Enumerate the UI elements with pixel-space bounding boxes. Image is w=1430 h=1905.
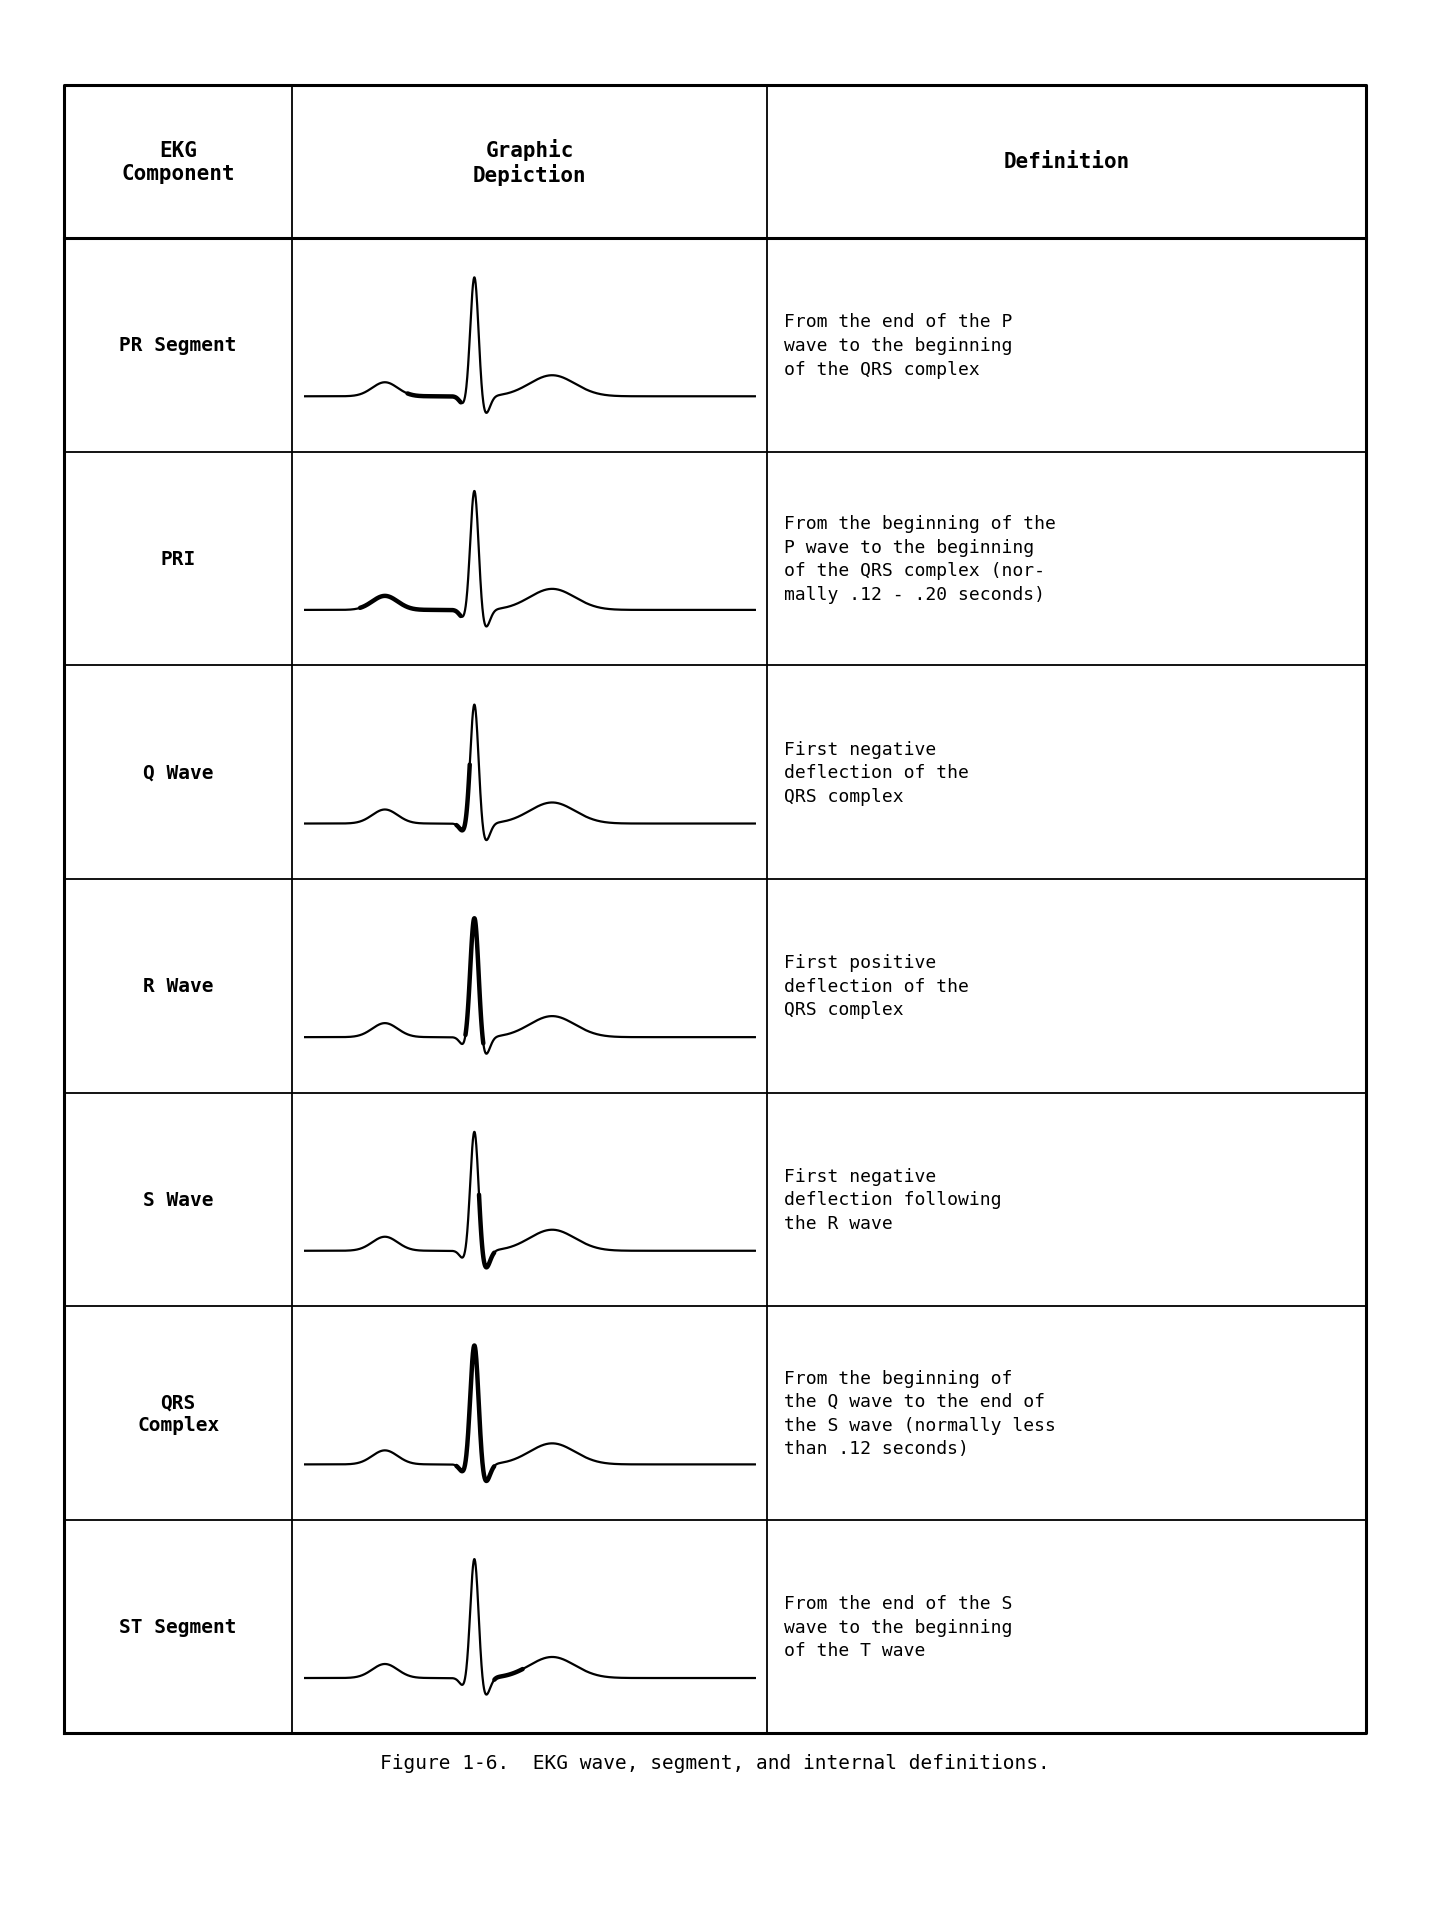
Text: Graphic
Depiction: Graphic Depiction: [473, 139, 586, 187]
Text: First positive
deflection of the
QRS complex: First positive deflection of the QRS com…: [784, 954, 970, 1019]
Text: From the end of the S
wave to the beginning
of the T wave: From the end of the S wave to the beginn…: [784, 1594, 1012, 1659]
Text: Q Wave: Q Wave: [143, 764, 213, 783]
Text: From the end of the P
wave to the beginning
of the QRS complex: From the end of the P wave to the beginn…: [784, 312, 1012, 379]
Text: First negative
deflection of the
QRS complex: First negative deflection of the QRS com…: [784, 741, 970, 806]
Text: From the beginning of
the Q wave to the end of
the S wave (normally less
than .1: From the beginning of the Q wave to the …: [784, 1370, 1057, 1457]
Text: EKG
Component: EKG Component: [122, 141, 235, 185]
Text: PR Segment: PR Segment: [120, 337, 237, 354]
Text: ST Segment: ST Segment: [120, 1617, 237, 1636]
Text: R Wave: R Wave: [143, 977, 213, 996]
Text: From the beginning of the
P wave to the beginning
of the QRS complex (nor-
mally: From the beginning of the P wave to the …: [784, 514, 1057, 604]
Text: PRI: PRI: [160, 551, 196, 570]
Text: Definition: Definition: [1004, 152, 1130, 171]
Text: First negative
deflection following
the R wave: First negative deflection following the …: [784, 1168, 1001, 1233]
Text: S Wave: S Wave: [143, 1191, 213, 1210]
Text: QRS
Complex: QRS Complex: [137, 1393, 219, 1434]
Text: Figure 1-6.  EKG wave, segment, and internal definitions.: Figure 1-6. EKG wave, segment, and inter…: [380, 1753, 1050, 1772]
